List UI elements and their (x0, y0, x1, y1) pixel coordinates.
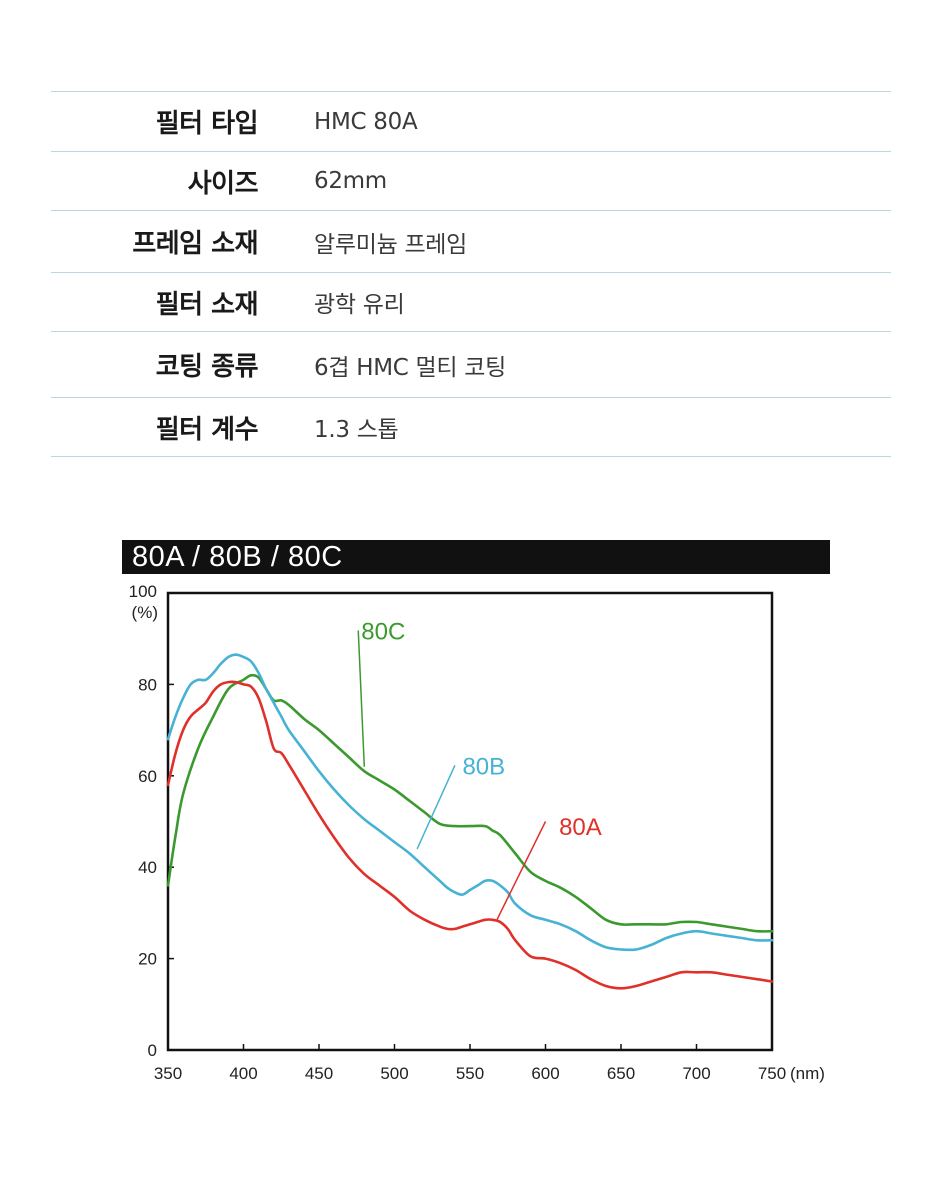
x-tick-label: 550 (456, 1064, 484, 1083)
y-tick-label: 20 (138, 950, 157, 969)
spec-value: HMC 80A (314, 108, 418, 135)
series-label-leader (416, 764, 456, 850)
x-tick-label: 500 (380, 1064, 408, 1083)
spec-value: 6겹 HMC 멀티 코팅 (314, 354, 506, 381)
spec-label: 코팅 종류 (155, 352, 259, 382)
y-tick-label: 80 (138, 675, 157, 694)
spec-label: 필터 소재 (155, 289, 259, 320)
spec-row: 필터 타입 HMC 80A (51, 91, 891, 151)
series-label-leader (496, 821, 547, 920)
spec-label: 필터 타입 (155, 109, 259, 139)
spec-row: 코팅 종류 6겹 HMC 멀티 코팅 (51, 331, 891, 397)
spec-label: 사이즈 (187, 168, 259, 199)
x-tick-label: 350 (154, 1064, 182, 1083)
chart-title: 80A / 80B / 80C (132, 541, 343, 573)
y-tick-label: 0 (148, 1041, 157, 1060)
y-tick-label: 60 (138, 767, 157, 786)
series-line-80b (166, 653, 774, 952)
spec-row: 필터 소재 광학 유리 (51, 272, 891, 331)
series-label: 80A (559, 814, 602, 841)
series-label-leader (357, 630, 366, 767)
y-tick-label: 100 (129, 582, 157, 601)
x-tick-label: 750 (758, 1064, 786, 1083)
x-tick-label: 600 (531, 1064, 559, 1083)
x-tick-label: 400 (229, 1064, 257, 1083)
series-line-80a (166, 680, 774, 990)
spec-value: 1.3 스톱 (314, 417, 399, 443)
series-line-80c (166, 673, 774, 933)
spec-value: 62mm (314, 168, 387, 194)
spec-value: 광학 유리 (314, 292, 405, 318)
x-tick-label: 450 (305, 1064, 333, 1083)
y-axis-unit-label: (%) (132, 603, 158, 622)
y-tick-label: 40 (138, 858, 157, 877)
spec-row: 프레임 소재 알루미늄 프레임 (51, 210, 891, 272)
x-axis-unit-label: (nm) (790, 1064, 825, 1083)
spec-label: 필터 계수 (155, 414, 259, 445)
spec-row: 필터 계수 1.3 스톱 (51, 397, 891, 457)
spec-value: 알루미늄 프레임 (314, 231, 468, 258)
series-label: 80B (462, 753, 505, 780)
x-tick-label: 650 (607, 1064, 635, 1083)
spec-label: 프레임 소재 (132, 229, 258, 259)
x-tick-label: 700 (682, 1064, 710, 1083)
chart-title-banner: 80A / 80B / 80C (122, 540, 830, 574)
series-label: 80C (361, 618, 405, 645)
spec-row: 사이즈 62mm (51, 151, 891, 210)
plot-frame (166, 591, 774, 1052)
